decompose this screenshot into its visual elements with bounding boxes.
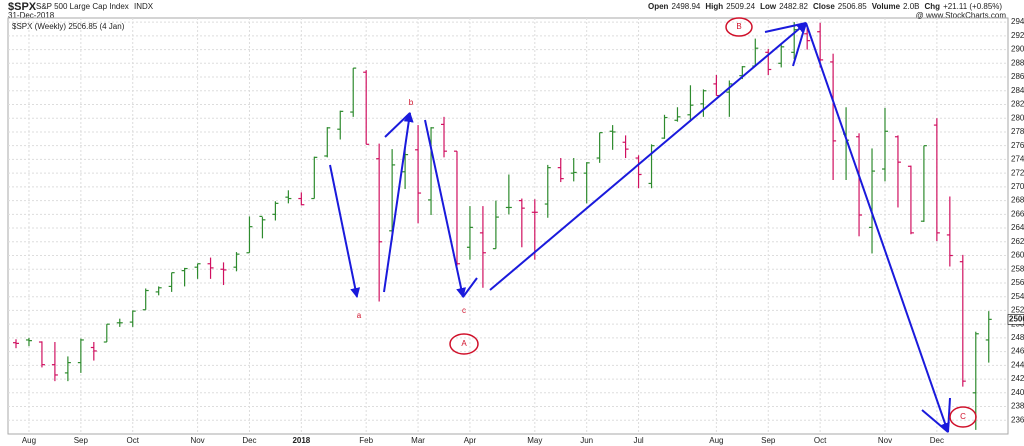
y-tick-label: 2780 <box>1011 127 1024 136</box>
x-tick-label: May <box>527 436 542 445</box>
quote-label: High <box>705 2 723 11</box>
exchange: INDX <box>134 2 154 11</box>
x-tick-label: Oct <box>127 436 140 445</box>
y-tick-label: 2860 <box>1011 72 1024 81</box>
x-tick-label: Nov <box>190 436 204 445</box>
y-tick-label: 2840 <box>1011 86 1024 95</box>
y-tick-label: 2760 <box>1011 141 1024 150</box>
date: 31-Dec-2018 <box>8 11 55 20</box>
y-tick-label: 2620 <box>1011 237 1024 246</box>
legend-label: $SPX (Weekly) 2506.85 (4 Jan) <box>12 22 125 31</box>
y-tick-label: 2720 <box>1011 168 1024 177</box>
y-tick-label: 2420 <box>1011 374 1024 383</box>
y-tick-label: 2540 <box>1011 292 1024 301</box>
arrow <box>764 22 807 33</box>
wave-circle <box>449 333 479 355</box>
y-tick-label: 2560 <box>1011 278 1024 287</box>
symbol: $SPX <box>8 1 37 13</box>
y-tick-label: 2940 <box>1011 17 1024 26</box>
quote-label: Low <box>760 2 777 11</box>
wave-label: B <box>736 22 741 31</box>
arrow <box>424 119 466 298</box>
source: @ www.StockCharts.com <box>916 11 1007 20</box>
x-tick-label: Sep <box>761 436 776 445</box>
arrow <box>921 409 949 433</box>
x-tick-label: Dec <box>930 436 944 445</box>
wave-label: b <box>409 98 414 107</box>
wave-arrows <box>329 22 951 433</box>
annotations: a b c A B C <box>357 17 977 428</box>
quote-value: 2506.85 <box>838 2 867 11</box>
x-tick-label: Apr <box>464 436 477 445</box>
y-tick-label: 2360 <box>1011 415 1024 424</box>
wave-circle <box>725 17 753 37</box>
y-tick-label: 2460 <box>1011 347 1024 356</box>
quote-value: 2482.82 <box>779 2 808 11</box>
x-tick-label: Aug <box>22 436 36 445</box>
arrow <box>792 22 807 67</box>
price-tag: 2506.85 <box>1009 315 1024 324</box>
grid <box>8 18 1008 434</box>
x-tick-label: Oct <box>814 436 827 445</box>
arrow <box>462 277 478 298</box>
arrow <box>383 112 414 293</box>
wave-label: C <box>960 412 966 421</box>
bars <box>13 22 992 430</box>
index-name: S&P 500 Large Cap Index <box>36 2 129 11</box>
wave-label: c <box>462 306 466 315</box>
y-tick-label: 2380 <box>1011 402 1024 411</box>
y-tick-label: 2900 <box>1011 45 1024 54</box>
y-tick-label: 2880 <box>1011 58 1024 67</box>
y-tick-label: 2920 <box>1011 31 1024 40</box>
y-tick-label: 2480 <box>1011 333 1024 342</box>
x-tick-label: Jul <box>633 436 643 445</box>
arrow <box>329 164 361 298</box>
price-tag-bg <box>1007 314 1024 325</box>
x-tick-label: Feb <box>359 436 373 445</box>
quote-label: Open <box>648 2 669 11</box>
quote-label: Chg <box>925 2 941 11</box>
x-tick-label: 2018 <box>292 436 310 445</box>
wave-label: a <box>357 311 362 320</box>
quote: Open 2498.94 High 2509.24 Low 2482.82 Close 250… <box>648 2 1002 11</box>
quote-label: Close <box>813 2 835 11</box>
y-tick-label: 2740 <box>1011 155 1024 164</box>
y-tick-label: 2700 <box>1011 182 1024 191</box>
wave-label: A <box>461 339 467 348</box>
x-tick-label: Sep <box>74 436 89 445</box>
y-tick-label: 2440 <box>1011 360 1024 369</box>
wave-circle <box>949 406 977 428</box>
quote-value: +21.11 (+0.85%) <box>943 2 1002 11</box>
quote-value: 2498.94 <box>671 2 700 11</box>
arrow <box>384 112 411 138</box>
plot-frame <box>7 17 1009 435</box>
quote-value: 2509.24 <box>726 2 755 11</box>
arrow <box>489 22 807 291</box>
arrow <box>805 22 950 433</box>
quote-label: Volume <box>872 2 901 11</box>
y-tick-label: 2680 <box>1011 196 1024 205</box>
y-tick-label: 2580 <box>1011 264 1024 273</box>
x-tick-label: Dec <box>242 436 256 445</box>
y-tick-label: 2600 <box>1011 251 1024 260</box>
y-tick-label: 2400 <box>1011 388 1024 397</box>
y-tick-label: 2520 <box>1011 306 1024 315</box>
x-tick-label: Jun <box>580 436 593 445</box>
y-tick-label: 2800 <box>1011 113 1024 122</box>
x-tick-label: Aug <box>709 436 723 445</box>
arrow <box>947 397 951 433</box>
y-tick-label: 2820 <box>1011 100 1024 109</box>
y-tick-label: 2660 <box>1011 209 1024 218</box>
quote-value: 2.0B <box>903 2 919 11</box>
y-tick-label: 2640 <box>1011 223 1024 232</box>
x-tick-label: Mar <box>411 436 425 445</box>
x-tick-label: Nov <box>878 436 892 445</box>
